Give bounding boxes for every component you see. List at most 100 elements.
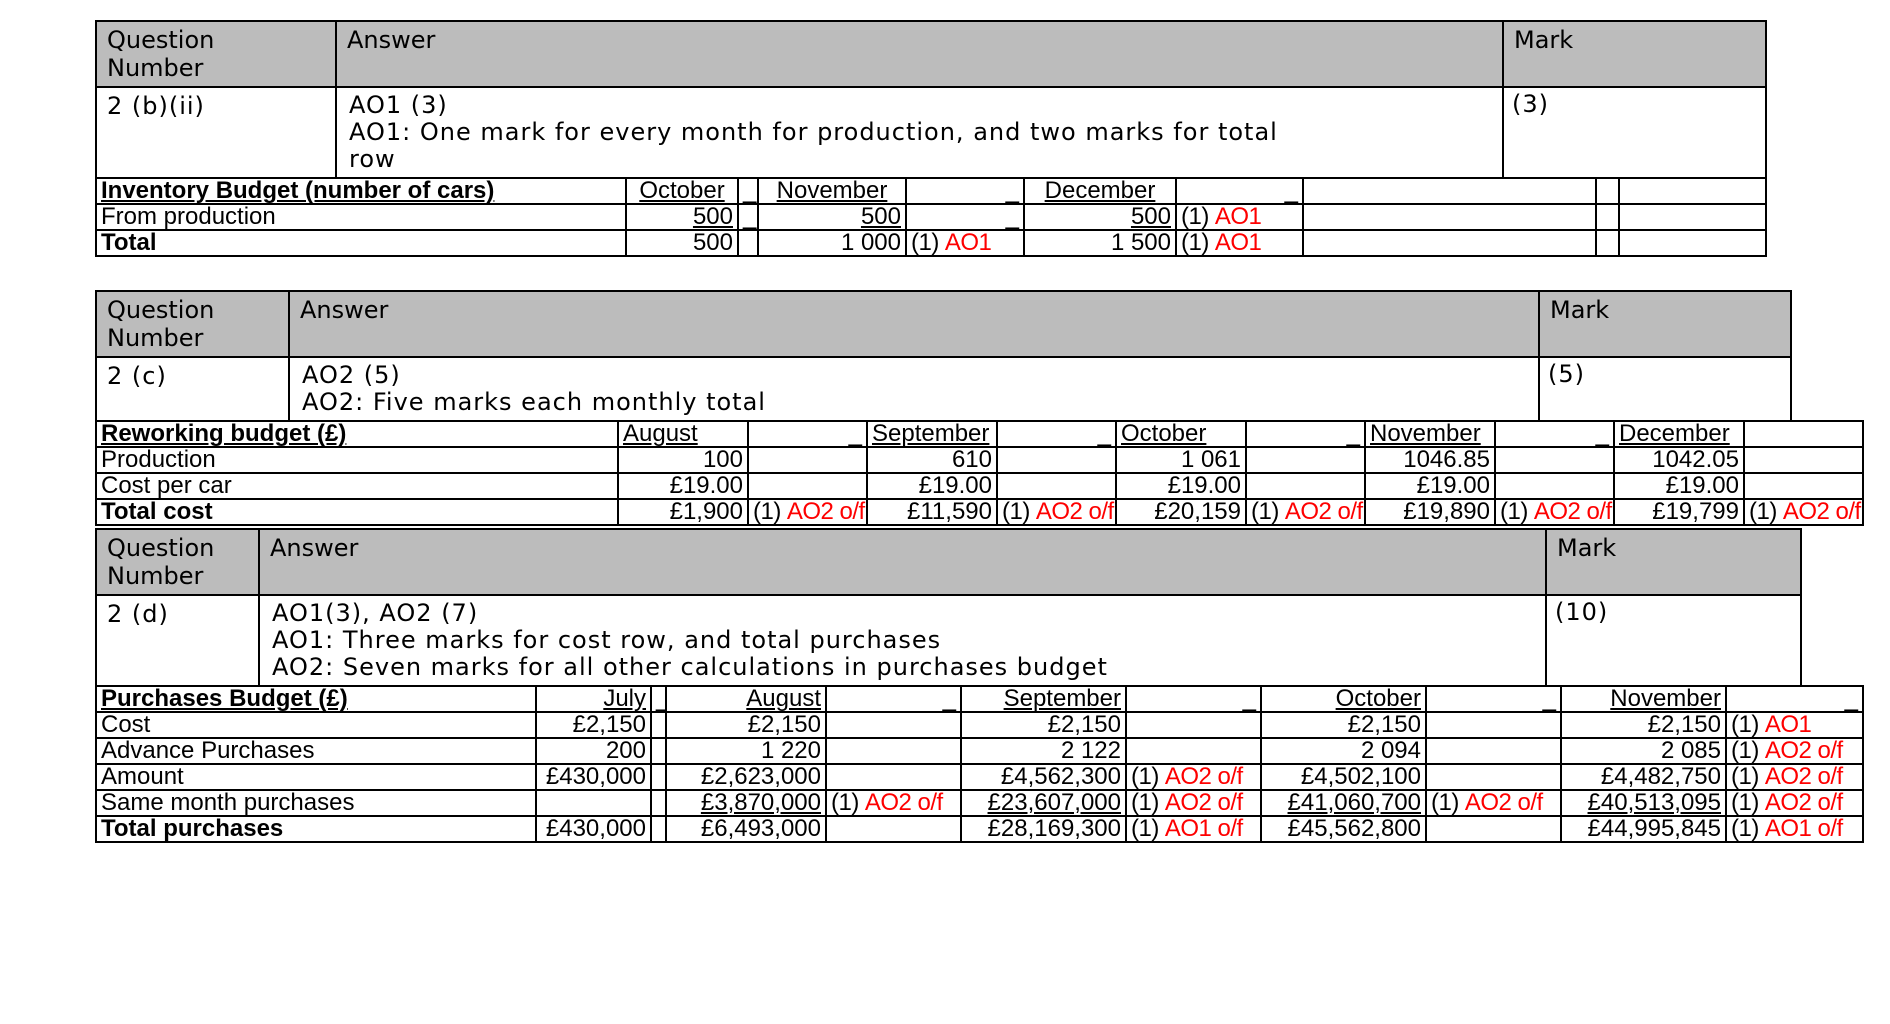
answer-row: 2 (d) AO1(3), AO2 (7) AO1: Three marks f…	[95, 594, 1802, 687]
month-header-september: September	[960, 685, 1127, 713]
assessment-objective: AO2 o/f	[1782, 499, 1861, 525]
budget-title: Purchases Budget (£)	[95, 685, 537, 713]
month-header-july: July	[535, 685, 652, 713]
value-september: £19.00	[866, 472, 998, 500]
value-august: 100	[617, 446, 749, 474]
value-august: £19.00	[617, 472, 749, 500]
spacer-cell	[825, 763, 962, 791]
mark-count: (1)	[1181, 204, 1209, 230]
value-september: £23,607,000	[960, 789, 1127, 817]
question-number-header: Question Number	[95, 20, 337, 88]
month-header-december: December	[1023, 177, 1177, 205]
spacer-cell	[1125, 737, 1262, 765]
mark-annotation: (1) AO1	[1725, 711, 1864, 739]
answer-line: AO1(3), AO2 (7)	[272, 599, 479, 627]
mark-annotation: (1) AO2 o/f	[996, 498, 1117, 526]
spacer-cell	[1125, 711, 1262, 739]
mark-annotation: (1) AO2 o/f	[747, 498, 868, 526]
spacer-cell	[650, 789, 667, 817]
answer-line: AO2: Five marks each monthly total	[302, 388, 766, 416]
budget-row-production: Production 100 610 1 061 1046.85 1042.05	[95, 446, 1864, 474]
month-header-august: August	[617, 420, 749, 448]
budget-header-row: Inventory Budget (number of cars) Octobe…	[95, 177, 1767, 205]
spacer-cell	[1302, 229, 1597, 257]
value-november: £19.00	[1364, 472, 1496, 500]
value-august: £6,493,000	[665, 815, 827, 843]
month-header-november: November	[1560, 685, 1727, 713]
underscore-mark: _	[1425, 685, 1562, 713]
value-august: £2,150	[665, 711, 827, 739]
value-october: £45,562,800	[1260, 815, 1427, 843]
value-november: £4,482,750	[1560, 763, 1727, 791]
underscore-mark: _	[825, 685, 962, 713]
answer-line: AO2 (5)	[302, 361, 401, 389]
answer-header: Answer	[288, 290, 1540, 358]
mark-annotation: (1) AO2 o/f	[825, 789, 962, 817]
underscore-mark: _	[1494, 420, 1615, 448]
value-november: 500	[757, 203, 907, 231]
header-row: Question Number Answer Mark	[95, 528, 1802, 596]
mark-count: (1)	[1131, 764, 1159, 790]
spacer-cell	[1618, 177, 1767, 205]
spacer-cell	[1302, 177, 1597, 205]
row-label: Cost	[95, 711, 537, 739]
value-november: £40,513,095	[1560, 789, 1727, 817]
row-label: Same month purchases	[95, 789, 537, 817]
underscore-mark: _	[905, 203, 1025, 231]
mark-count: (1)	[1500, 499, 1528, 525]
value-november: 1046.85	[1364, 446, 1496, 474]
row-label: Production	[95, 446, 619, 474]
underscore-mark: _	[1175, 177, 1304, 205]
mark-annotation: (1) AO1	[1175, 229, 1304, 257]
mark-annotation: (1) AO2 o/f	[1725, 789, 1864, 817]
value-august: 1 220	[665, 737, 827, 765]
mark-header: Mark	[1538, 290, 1792, 358]
question-table-2bii: Question Number Answer Mark 2 (b)(ii) AO…	[95, 20, 1767, 179]
value-september: 610	[866, 446, 998, 474]
answer-row: 2 (b)(ii) AO1 (3) AO1: One mark for ever…	[95, 86, 1767, 179]
mark-count: (1)	[1131, 790, 1159, 816]
section-2bii: Question Number Answer Mark 2 (b)(ii) AO…	[95, 20, 1767, 257]
value-october: 2 094	[1260, 737, 1427, 765]
mark-header: Mark	[1502, 20, 1767, 88]
spacer-cell	[1425, 711, 1562, 739]
mark-annotation: (1) AO1	[1175, 203, 1304, 231]
row-label: Cost per car	[95, 472, 619, 500]
mark-cell: (10)	[1545, 594, 1802, 687]
spacer-cell	[1743, 420, 1864, 448]
assessment-objective: AO1	[1214, 230, 1262, 256]
value-september: £4,562,300	[960, 763, 1127, 791]
mark-count: (1)	[1731, 790, 1759, 816]
header-row: Question Number Answer Mark	[95, 20, 1767, 88]
month-header-december: December	[1613, 420, 1745, 448]
budget-row-advance-purchases: Advance Purchases 200 1 220 2 122 2 094 …	[95, 737, 1864, 765]
spacer-cell	[1618, 203, 1767, 231]
month-header-november: November	[757, 177, 907, 205]
value-july: £430,000	[535, 763, 652, 791]
mark-value: (10)	[1555, 598, 1609, 626]
value-december: 1 500	[1023, 229, 1177, 257]
spacer-cell	[1595, 203, 1620, 231]
underscore-mark: _	[737, 203, 759, 231]
mark-count: (1)	[1181, 230, 1209, 256]
month-header-october: October	[625, 177, 739, 205]
value-november: £44,995,845	[1560, 815, 1727, 843]
spacer-cell	[1743, 472, 1864, 500]
mark-count: (1)	[1731, 738, 1759, 764]
spacer-cell	[825, 711, 962, 739]
month-header-august: August	[665, 685, 827, 713]
header-row: Question Number Answer Mark	[95, 290, 1792, 358]
budget-row-total-cost: Total cost £1,900 (1) AO2 o/f £11,590 (1)…	[95, 498, 1864, 526]
spacer-cell	[1494, 472, 1615, 500]
spacer-cell	[996, 446, 1117, 474]
value-august: £3,870,000	[665, 789, 827, 817]
underscore-mark: _	[737, 177, 759, 205]
inventory-budget-table: Inventory Budget (number of cars) Octobe…	[95, 177, 1767, 257]
section-2d: Question Number Answer Mark 2 (d) AO1(3)…	[95, 528, 1864, 843]
assessment-objective: AO1	[944, 230, 992, 256]
spacer-cell	[1245, 472, 1366, 500]
value-september: £28,169,300	[960, 815, 1127, 843]
row-label: Advance Purchases	[95, 737, 537, 765]
mark-annotation: (1) AO2 o/f	[1245, 498, 1366, 526]
